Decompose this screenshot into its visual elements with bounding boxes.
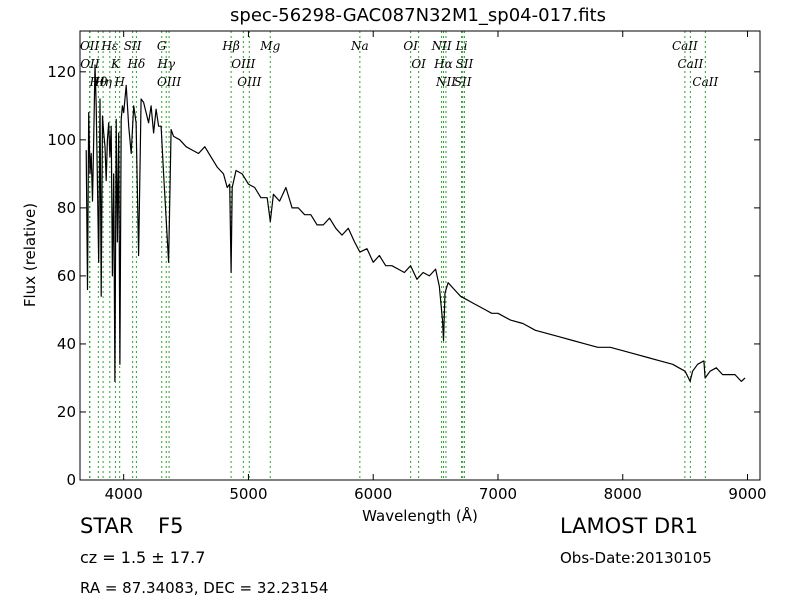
spectral-line-label: Hγ bbox=[156, 57, 175, 71]
spectral-line-label: Hη bbox=[93, 75, 112, 89]
y-tick-label: 40 bbox=[57, 335, 76, 353]
spectral-line-label: G bbox=[157, 39, 167, 53]
x-tick-label: 9000 bbox=[728, 485, 766, 503]
spectral-line-label: Hδ bbox=[127, 57, 146, 71]
y-tick-label: 60 bbox=[57, 267, 76, 285]
flux-series bbox=[85, 64, 746, 382]
spectral-line-label: Na bbox=[350, 39, 369, 53]
spectral-line-label: SII bbox=[454, 75, 472, 89]
plot-frame bbox=[79, 30, 761, 481]
y-tick-label: 120 bbox=[47, 63, 76, 81]
spectral-line-label: OII bbox=[80, 57, 100, 71]
x-tick-label: 7000 bbox=[479, 485, 517, 503]
object-class: STAR bbox=[80, 514, 134, 538]
chart-title: spec-56298-GAC087N32M1_sp04-017.fits bbox=[230, 5, 606, 26]
spectral-line-label: Hβ bbox=[221, 39, 239, 53]
spectral-line-label: OI bbox=[403, 39, 418, 53]
spectral-line-label: K bbox=[110, 57, 121, 71]
spectral-line-label: CaII bbox=[692, 75, 718, 89]
spectral-lines bbox=[89, 31, 706, 480]
redshift-cz: cz = 1.5 ± 17.7 bbox=[80, 548, 206, 567]
x-tick-label: 8000 bbox=[604, 485, 642, 503]
y-tick-label: 80 bbox=[57, 199, 76, 217]
x-axis-label: Wavelength (Å) bbox=[362, 506, 478, 525]
spectral-line-label: Hα bbox=[433, 57, 453, 71]
spectral-line-label: SII bbox=[124, 39, 142, 53]
y-tick-label: 20 bbox=[57, 403, 76, 421]
spectral-line-label: OIII bbox=[237, 75, 261, 89]
spectral-line-label: NII bbox=[435, 75, 456, 89]
x-tick-label: 4000 bbox=[105, 485, 143, 503]
y-tick-label: 0 bbox=[66, 471, 76, 489]
x-tick-label: 6000 bbox=[354, 485, 392, 503]
y-axis-label: Flux (relative) bbox=[21, 203, 39, 307]
spectral-line-label: OIII bbox=[157, 75, 181, 89]
flux-line bbox=[85, 64, 746, 382]
y-tick-label: 100 bbox=[47, 131, 76, 149]
object-subclass: F5 bbox=[158, 514, 184, 538]
spectral-line-label: NII bbox=[431, 39, 452, 53]
spectral-line-label: OIII bbox=[231, 57, 255, 71]
spectral-line-label: Li bbox=[455, 39, 468, 53]
spectral-line-label: OI bbox=[411, 57, 426, 71]
spectral-line-label: Hε bbox=[100, 39, 118, 53]
spectral-line-label: CaII bbox=[677, 57, 703, 71]
spectral-line-label: Hθ bbox=[88, 75, 107, 89]
spectral-line-label: H bbox=[113, 75, 125, 89]
survey-name: LAMOST DR1 bbox=[560, 514, 699, 538]
spectral-line-label: Mg bbox=[259, 39, 280, 53]
x-tick-label: 5000 bbox=[229, 485, 267, 503]
spectral-line-label: OII bbox=[80, 39, 100, 53]
observation-date: Obs-Date:20130105 bbox=[560, 549, 712, 567]
spectral-line-label: CaII bbox=[672, 39, 698, 53]
axis-ticks: 4000 5000 6000 7000 8000 9000 0 20 40 60 80 100 120 bbox=[47, 31, 767, 503]
coordinates: RA = 87.34083, DEC = 32.23154 bbox=[80, 579, 329, 597]
spectral-line-label: SII bbox=[456, 57, 474, 71]
